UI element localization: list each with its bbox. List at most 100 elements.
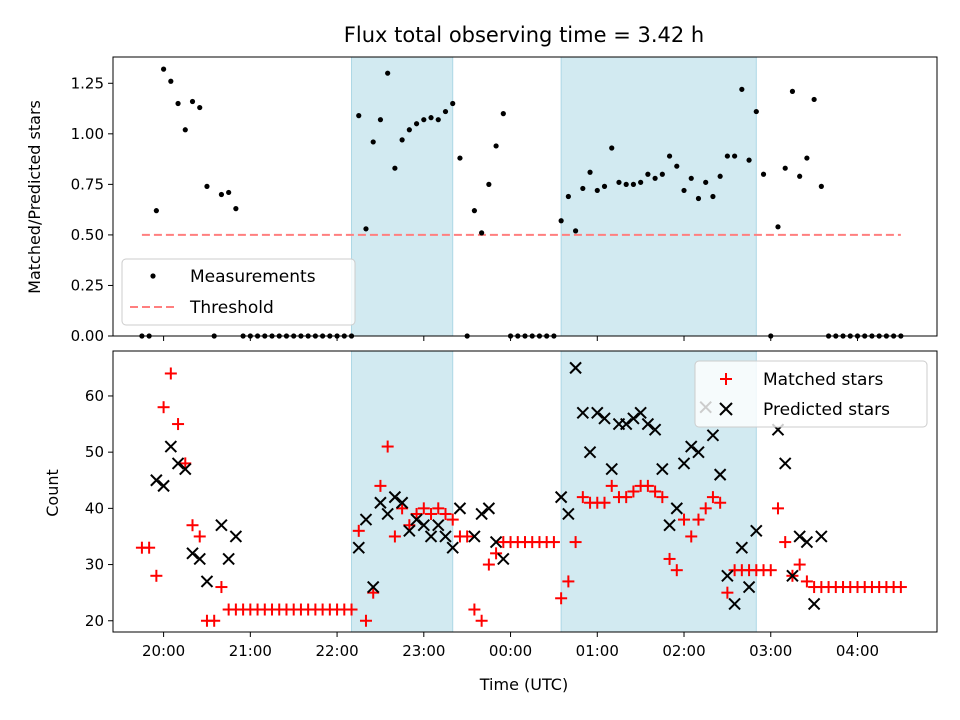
measurement-point xyxy=(377,117,384,123)
y-tick-label: 40 xyxy=(85,499,104,517)
predicted-star-point xyxy=(786,569,799,583)
predicted-marker-stroke xyxy=(222,552,235,566)
measurement-point xyxy=(645,171,651,177)
y-tick-label: 1.25 xyxy=(71,74,104,92)
measurement-point xyxy=(587,169,593,175)
matched-star-point xyxy=(446,513,459,526)
y-tick-label: 0.75 xyxy=(71,175,104,193)
matched-star-point xyxy=(388,530,401,543)
predicted-marker-stroke xyxy=(786,569,799,583)
matched-star-point xyxy=(605,479,618,492)
predicted-star-point xyxy=(583,445,597,459)
measurement-point xyxy=(428,115,434,121)
predicted-marker-stroke xyxy=(735,541,749,554)
predicted-marker-stroke xyxy=(193,552,206,566)
x-tick-label: 20:00 xyxy=(142,642,185,660)
measurement-point xyxy=(226,189,232,196)
top-legend: Measurements Threshold xyxy=(121,258,356,326)
predicted-star-point xyxy=(569,361,582,375)
predicted-marker-stroke xyxy=(663,519,676,532)
predicted-marker-stroke xyxy=(381,507,394,521)
x-tick-label: 21:00 xyxy=(229,642,272,660)
predicted-star-point xyxy=(663,519,676,532)
predicted-marker-stroke xyxy=(468,530,481,543)
predicted-marker-stroke xyxy=(721,569,734,583)
matched-star-point xyxy=(670,564,683,577)
measurement-point xyxy=(399,137,405,143)
matched-star-point xyxy=(656,491,669,504)
predicted-marker-stroke xyxy=(569,361,582,375)
predicted-marker-stroke xyxy=(150,474,163,487)
matched-star-point xyxy=(359,614,372,627)
predicted-star-point xyxy=(439,530,452,543)
predicted-star-point xyxy=(395,496,409,509)
predicted-star-point xyxy=(410,513,423,526)
measurement-point xyxy=(479,230,485,236)
predicted-marker-stroke xyxy=(410,513,423,526)
predicted-marker-stroke xyxy=(742,580,756,594)
measurement-point xyxy=(739,86,745,92)
bottom-legend: Matched stars Predicted stars xyxy=(694,360,928,428)
matched-star-point xyxy=(367,586,380,599)
predicted-star-point xyxy=(381,507,394,521)
predicted-marker-stroke xyxy=(497,552,510,566)
predicted-marker-stroke xyxy=(713,468,727,481)
y-tick-label: 0.50 xyxy=(71,226,104,244)
y-tick-label: 1.00 xyxy=(71,125,104,143)
y-tick-label: 30 xyxy=(85,556,104,574)
predicted-marker-stroke xyxy=(750,524,763,538)
matched-star-point xyxy=(562,575,575,588)
measurement-point xyxy=(638,179,644,185)
matched-star-point xyxy=(699,502,712,515)
predicted-star-point xyxy=(367,580,380,594)
measurement-point xyxy=(652,175,658,181)
top-legend-box xyxy=(121,258,356,326)
legend-measurements-label: Measurements xyxy=(190,267,316,287)
predicted-star-point xyxy=(750,524,763,538)
measurement-point xyxy=(558,218,564,224)
measurement-point xyxy=(811,96,817,103)
y-tick-label: 60 xyxy=(85,387,104,405)
predicted-marker-stroke xyxy=(367,580,380,594)
matched-star-point xyxy=(490,547,503,560)
measurement-point xyxy=(486,181,492,187)
measurement-point xyxy=(442,108,449,115)
predicted-star-point xyxy=(793,530,806,543)
top-x-ticks xyxy=(163,336,858,341)
measurement-point xyxy=(580,185,586,192)
matched-star-point xyxy=(150,569,163,582)
predicted-marker-stroke xyxy=(793,530,806,543)
measurement-point xyxy=(572,228,579,234)
legend-predicted-marker xyxy=(719,402,733,416)
predicted-marker-stroke xyxy=(395,496,409,509)
x-tick-label: 01:00 xyxy=(576,642,619,660)
matched-star-point xyxy=(620,491,633,504)
matched-star-point xyxy=(461,530,474,543)
predicted-marker-stroke xyxy=(482,502,496,515)
matched-star-point xyxy=(793,558,806,571)
matched-star-point xyxy=(143,541,156,554)
predicted-star-point xyxy=(157,479,170,493)
bottom-y-ticks: 20 30 40 50 60 xyxy=(85,387,113,630)
measurement-point xyxy=(189,98,196,105)
top-axes-frame xyxy=(112,56,938,337)
measurement-point xyxy=(724,153,730,159)
legend-matched-label: Matched stars xyxy=(763,370,883,390)
predicted-star-point xyxy=(200,575,214,588)
measurement-point xyxy=(370,139,376,145)
predicted-star-point xyxy=(403,524,416,538)
measurement-point xyxy=(674,163,680,169)
predicted-star-point xyxy=(677,457,691,470)
measurement-point xyxy=(356,113,362,119)
predicted-star-point xyxy=(374,496,387,509)
predicted-star-point xyxy=(482,502,496,515)
measurement-point xyxy=(601,183,608,189)
predicted-marker-stroke xyxy=(424,530,438,543)
predicted-marker-stroke xyxy=(200,575,214,588)
predicted-star-point xyxy=(713,468,727,481)
measurement-point xyxy=(406,127,412,133)
predicted-star-point xyxy=(388,490,402,504)
measurement-point xyxy=(688,175,694,181)
matched-star-point xyxy=(439,507,452,520)
top-shaded-intervals xyxy=(351,56,757,337)
